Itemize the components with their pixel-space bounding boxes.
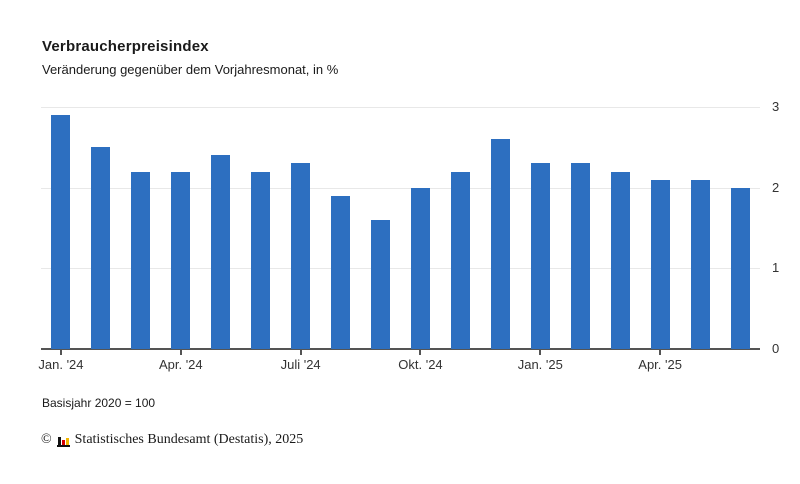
chart-bar[interactable] [251, 171, 271, 349]
chart-bar[interactable] [610, 171, 630, 349]
chart-bar[interactable] [490, 139, 510, 349]
copyright-line: © Statistisches Bundesamt (Destatis), 20… [41, 432, 303, 448]
x-tick-label: Okt. '24 [398, 357, 443, 372]
x-tick-label: Apr. '25 [638, 357, 682, 372]
x-tick [419, 350, 422, 355]
chart-bar[interactable] [530, 163, 550, 349]
logo-bar-red [61, 440, 65, 445]
gridline-y-3 [41, 107, 760, 108]
logo-baseline [56, 445, 70, 447]
chart-bar[interactable] [570, 163, 590, 349]
chart-subtitle: Veränderung gegenüber dem Vorjahresmonat… [42, 62, 339, 77]
y-tick-label: 2 [772, 179, 780, 195]
y-tick-label: 0 [772, 341, 780, 356]
chart-title: Verbraucherpreisindex [42, 38, 209, 55]
copyright-symbol: © [41, 432, 52, 447]
x-tick [59, 350, 62, 355]
x-tick [179, 350, 182, 355]
x-tick-label: Juli '24 [280, 357, 321, 372]
chart-bar[interactable] [690, 179, 710, 349]
x-tick-label: Jan. '24 [38, 357, 84, 372]
x-tick-label: Jan. '25 [517, 357, 563, 372]
x-tick-label: Apr. '24 [158, 357, 203, 372]
y-tick-label: 1 [772, 260, 780, 276]
chart-bar[interactable] [371, 219, 391, 349]
chart-bar[interactable] [730, 187, 750, 349]
x-tick [539, 350, 542, 355]
chart-bar[interactable] [51, 115, 71, 349]
chart-footnote: Basisjahr 2020 = 100 [42, 396, 156, 410]
chart-bar[interactable] [91, 147, 111, 349]
chart-bar[interactable] [171, 171, 191, 349]
chart-bar[interactable] [450, 171, 470, 349]
logo-bar-gold [65, 438, 69, 445]
gridline-y-2 [41, 187, 760, 189]
logo-bar-black [57, 437, 61, 445]
x-tick [299, 350, 302, 355]
copyright-text: Statistisches Bundesamt (Destatis), 2025 [74, 432, 304, 447]
gridline-y-1 [41, 268, 760, 270]
y-tick-label: 3 [772, 99, 780, 114]
chart-bar[interactable] [410, 187, 430, 349]
x-tick [659, 350, 662, 355]
chart-bar[interactable] [331, 195, 351, 349]
destatis-bar-chart-logo-icon [56, 435, 70, 447]
plot-area [41, 107, 760, 350]
chart-bar[interactable] [650, 179, 670, 349]
chart-bar[interactable] [291, 163, 311, 349]
chart-bar[interactable] [211, 155, 231, 349]
chart-bar[interactable] [131, 171, 151, 349]
x-axis-line [41, 348, 760, 350]
